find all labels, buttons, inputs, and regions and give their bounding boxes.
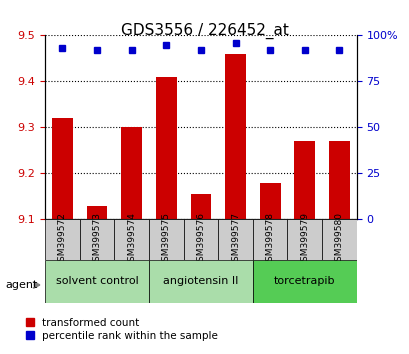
Bar	[45, 260, 148, 303]
Bar	[259, 183, 280, 219]
Text: GSM399578: GSM399578	[265, 212, 274, 267]
Bar	[148, 260, 252, 303]
Bar	[294, 141, 315, 219]
Legend: transformed count, percentile rank within the sample: transformed count, percentile rank withi…	[26, 318, 218, 341]
Text: GSM399579: GSM399579	[299, 212, 308, 267]
Bar	[86, 206, 107, 219]
Bar	[79, 219, 114, 260]
Bar	[252, 219, 287, 260]
Bar	[45, 219, 79, 260]
Bar	[183, 219, 218, 260]
Text: GSM399575: GSM399575	[162, 212, 171, 267]
Bar	[321, 219, 356, 260]
Bar	[121, 127, 142, 219]
Text: GSM399577: GSM399577	[230, 212, 239, 267]
Bar	[252, 260, 356, 303]
Text: torcetrapib: torcetrapib	[273, 276, 335, 286]
Text: solvent control: solvent control	[56, 276, 138, 286]
Bar	[328, 141, 349, 219]
Text: GSM399576: GSM399576	[196, 212, 205, 267]
Bar	[52, 118, 73, 219]
Text: GDS3556 / 226452_at: GDS3556 / 226452_at	[121, 23, 288, 39]
Bar	[287, 219, 321, 260]
Bar	[225, 54, 245, 219]
Text: GSM399580: GSM399580	[334, 212, 343, 267]
Text: GSM399574: GSM399574	[127, 212, 136, 267]
Bar	[155, 77, 176, 219]
Bar	[148, 219, 183, 260]
Bar	[114, 219, 148, 260]
Text: GSM399572: GSM399572	[58, 212, 67, 267]
Text: agent: agent	[5, 280, 37, 290]
Bar	[190, 194, 211, 219]
Bar	[218, 219, 252, 260]
Text: GSM399573: GSM399573	[92, 212, 101, 267]
Text: angiotensin II: angiotensin II	[163, 276, 238, 286]
